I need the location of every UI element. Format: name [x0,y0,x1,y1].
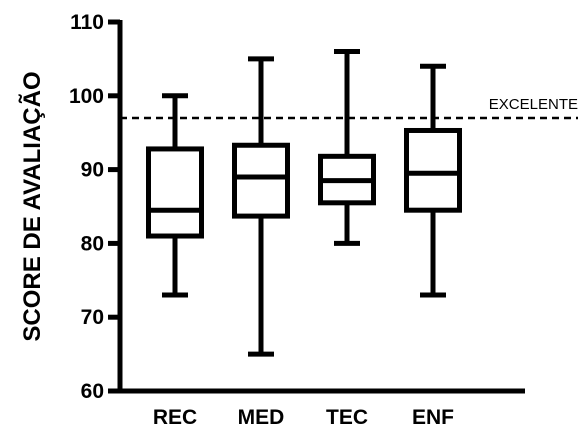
box-rec [146,93,204,298]
iqr-box [232,142,290,219]
y-axis-title: SCORE DE AVALIAÇÃO [18,71,46,341]
y-tick-label: 60 [81,380,104,403]
axes [108,19,525,394]
box-tec [318,49,376,246]
boxes-group [146,49,462,357]
y-tick-label: 110 [70,11,104,34]
box-med [232,56,290,357]
y-tick-label: 90 [81,159,104,182]
iqr-box [146,146,204,239]
x-category-label: TEC [326,406,368,429]
y-tick-label: 100 [69,85,104,108]
reference-line-label: EXCELENTE [489,96,578,113]
iqr-box [404,127,462,213]
y-tick-label: 70 [81,306,104,329]
x-category-label: ENF [412,406,454,429]
labels-group: 60 70 80 90 100 110 SCORE DE AVALIAÇÃO REC MED TE… [18,11,454,429]
box-enf [404,63,462,298]
x-category-label: MED [238,406,285,429]
x-category-label: REC [153,406,197,429]
y-tick-label: 80 [81,232,104,255]
